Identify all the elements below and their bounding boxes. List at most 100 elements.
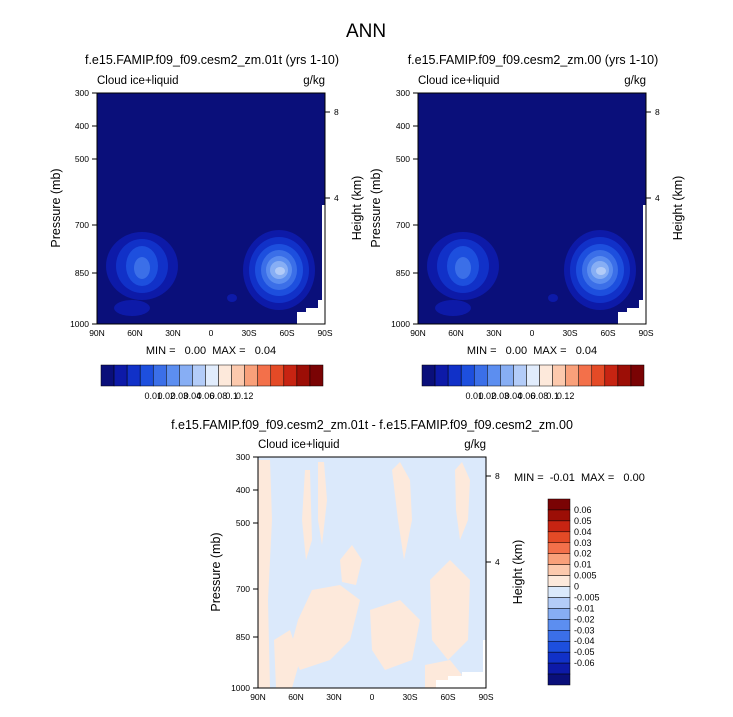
y-right-tick-label: 4 <box>495 557 500 567</box>
y-right-tick-label: 8 <box>495 471 500 481</box>
colorbar-tick-label: 0.04 <box>574 527 592 537</box>
figure-title: ANN <box>346 21 386 42</box>
colorbar-swatch <box>192 364 206 387</box>
x-tick-label: 30S <box>402 692 417 702</box>
colorbar-swatch <box>547 586 571 598</box>
panel-b-frame <box>417 92 647 325</box>
colorbar-tick-label: 0.12 <box>557 391 575 401</box>
colorbar-swatch <box>547 575 571 587</box>
colorbar-swatch <box>547 498 571 511</box>
colorbar-tick-label: 0.1 <box>225 391 238 401</box>
panel-a-stats: MIN = 0.00 MAX = 0.04 <box>146 345 276 357</box>
x-tick-label: 30N <box>486 328 502 338</box>
y-tick-label: 700 <box>75 220 89 230</box>
colorbar-swatch <box>460 364 475 387</box>
x-tick-label: 90N <box>250 692 266 702</box>
colorbar-swatch <box>434 364 449 387</box>
colorbar-swatch <box>547 553 571 565</box>
panel-c-y-right-axis-label: Height (km) <box>511 540 525 605</box>
x-tick-label: 90S <box>478 692 493 702</box>
colorbar-swatch <box>630 364 645 387</box>
colorbar-swatch <box>139 364 154 387</box>
colorbar-tick-label: -0.06 <box>574 658 595 668</box>
x-tick-label: 30S <box>562 328 577 338</box>
x-tick-label: 60N <box>288 692 304 702</box>
colorbar-swatch <box>500 364 514 387</box>
colorbar-tick-label: 0.05 <box>574 516 592 526</box>
panel-c-title: f.e15.FAMIP.f09_f09.cesm2_zm.01t - f.e15… <box>171 418 573 432</box>
panel-b-y-axis-label: Pressure (mb) <box>369 168 383 247</box>
colorbar-tick-label: 0.08 <box>210 391 228 401</box>
panel-a-y-ticks <box>92 92 330 325</box>
panel-b-y-ticks <box>413 92 651 325</box>
colorbar-swatch <box>296 364 311 387</box>
panel-a-units-label: g/kg <box>303 75 325 87</box>
colorbar-swatch <box>617 364 632 387</box>
x-tick-label: 0 <box>209 328 214 338</box>
colorbar-tick-label: 0.1 <box>546 391 559 401</box>
colorbar-tick-label: 0.02 <box>158 391 176 401</box>
panel-b-units-label: g/kg <box>624 75 646 87</box>
colorbar-tick-label: 0.02 <box>479 391 497 401</box>
colorbar-swatch <box>126 364 141 387</box>
colorbar-swatch <box>244 364 258 387</box>
colorbar-swatch <box>257 364 272 387</box>
colorbar-swatch <box>526 364 540 387</box>
colorbar-tick-label: 0.03 <box>492 391 510 401</box>
colorbar-swatch <box>179 364 193 387</box>
colorbar-swatch <box>309 364 324 387</box>
panel-b-title: f.e15.FAMIP.f09_f09.cesm2_zm.00 (yrs 1-1… <box>408 53 659 67</box>
x-tick-label: 60N <box>127 328 143 338</box>
panel-c-stats: MIN = -0.01 MAX = 0.00 <box>514 472 645 484</box>
panel-b-right-blob <box>564 230 636 310</box>
colorbar-tick-label: 0.005 <box>574 571 597 581</box>
colorbar-swatch <box>547 673 571 686</box>
y-tick-label: 500 <box>236 518 250 528</box>
colorbar-tick-label: -0.01 <box>574 603 595 613</box>
colorbar-swatch <box>547 662 571 675</box>
panel-b-left-blob <box>427 232 499 300</box>
panel-b-field <box>418 93 646 324</box>
colorbar-tick-label: 0.08 <box>531 391 549 401</box>
colorbar-swatch <box>100 364 115 387</box>
colorbar-swatch <box>421 364 436 387</box>
y-tick-label: 1000 <box>391 319 410 329</box>
x-tick-label: 90N <box>89 328 105 338</box>
y-tick-label: 300 <box>236 452 250 462</box>
panel-b-colorbar: 0.010.020.030.040.060.080.10.12 <box>421 364 645 401</box>
y-tick-label: 500 <box>396 154 410 164</box>
colorbar-swatch <box>447 364 462 387</box>
x-tick-label: 90N <box>410 328 426 338</box>
colorbar-tick-label: -0.05 <box>574 647 595 657</box>
panel-a-y-axis-label: Pressure (mb) <box>49 168 63 247</box>
colorbar-swatch <box>591 364 606 387</box>
colorbar-tick-label: 0.06 <box>518 391 536 401</box>
y-tick-label: 850 <box>236 632 250 642</box>
panel-b-topography <box>618 205 646 324</box>
colorbar-tick-label: 0 <box>574 582 579 592</box>
y-tick-label: 500 <box>75 154 89 164</box>
panel-a-title: f.e15.FAMIP.f09_f09.cesm2_zm.01t (yrs 1-… <box>85 53 339 67</box>
colorbar-swatch <box>283 364 298 387</box>
colorbar-swatch <box>218 364 232 387</box>
panel-b-stats: MIN = 0.00 MAX = 0.04 <box>467 345 597 357</box>
y-tick-label: 1000 <box>70 319 89 329</box>
colorbar-tick-label: 0.06 <box>197 391 215 401</box>
panel-c-field <box>258 457 486 688</box>
colorbar-tick-label: -0.02 <box>574 614 595 624</box>
colorbar-tick-label: 0.01 <box>144 391 162 401</box>
panel-c-frame <box>257 456 487 689</box>
colorbar-swatch <box>539 364 553 387</box>
panel-c-positive-regions <box>258 460 470 688</box>
panel-c-topography <box>436 640 486 688</box>
panel-b-x-ticks: 90N 60N 30N 0 30S 60S 90S <box>410 328 654 338</box>
y-tick-label: 850 <box>75 268 89 278</box>
y-tick-label: 700 <box>396 220 410 230</box>
colorbar-swatch <box>487 364 501 387</box>
panel-a-x-ticks: 90N 60N 30N 0 30S 60S 90S <box>89 328 333 338</box>
panel-a-left-blob <box>106 232 178 300</box>
colorbar-swatch <box>166 364 180 387</box>
colorbar-swatch <box>547 531 571 544</box>
colorbar-swatch <box>547 597 571 609</box>
colorbar-swatch <box>547 651 571 664</box>
